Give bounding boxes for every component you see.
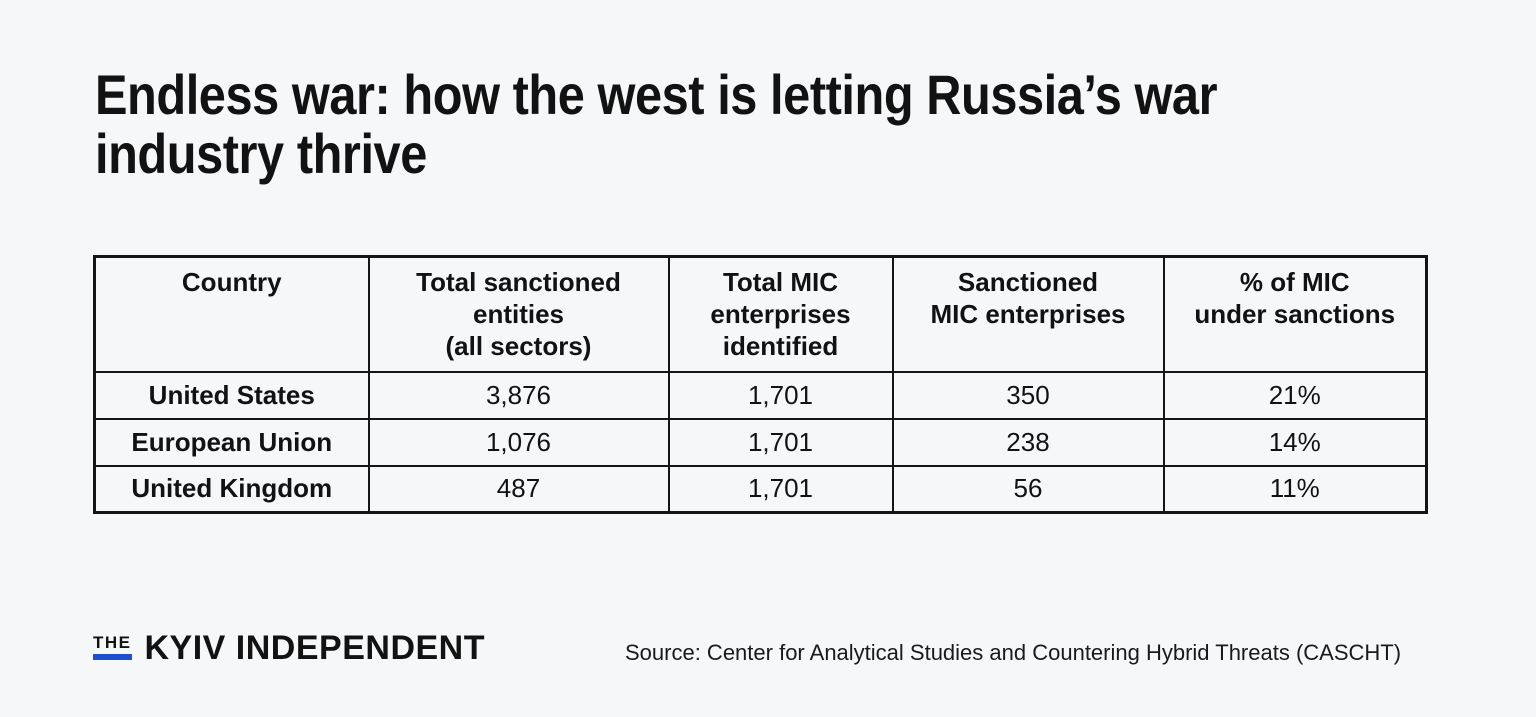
header-total-mic-enterprises: Total MIC enterprises identified — [667, 255, 894, 373]
cell-country: European Union — [93, 417, 370, 467]
header-total-sanctioned-entities: Total sanctioned entities (all sectors) — [367, 255, 670, 373]
header-country: Country — [93, 255, 370, 373]
table-header-row: Country Total sanctioned entities (all s… — [93, 255, 1428, 373]
cell-total-sanctioned: 487 — [367, 464, 670, 514]
cell-country: United Kingdom — [93, 464, 370, 514]
header-sanctioned-mic-enterprises: Sanctioned MIC enterprises — [891, 255, 1165, 373]
logo-wordmark: KYIV INDEPENDENT — [144, 629, 485, 667]
source-attribution: Source: Center for Analytical Studies an… — [625, 640, 1402, 665]
cell-pct-under-sanctions: 14% — [1162, 417, 1428, 467]
table-row-united-kingdom: United Kingdom 487 1,701 56 11% — [93, 464, 1428, 514]
table-row-united-states: United States 3,876 1,701 350 21% — [93, 370, 1428, 420]
cell-pct-under-sanctions: 21% — [1162, 370, 1428, 420]
cell-total-sanctioned: 1,076 — [367, 417, 670, 467]
kyiv-independent-logo: THE KYIV INDEPENDENT — [93, 631, 485, 665]
page-title: Endless war: how the west is letting Rus… — [95, 63, 1218, 185]
cell-total-mic: 1,701 — [667, 464, 894, 514]
cell-total-mic: 1,701 — [667, 417, 894, 467]
logo-the-text: THE — [93, 633, 132, 652]
cell-sanctioned-mic: 56 — [891, 464, 1165, 514]
logo-blue-underline — [93, 654, 132, 660]
cell-pct-under-sanctions: 11% — [1162, 464, 1428, 514]
cell-sanctioned-mic: 350 — [891, 370, 1165, 420]
cell-total-mic: 1,701 — [667, 370, 894, 420]
table-row-european-union: European Union 1,076 1,701 238 14% — [93, 417, 1428, 467]
logo-the-block: THE — [93, 634, 132, 660]
header-pct-mic-under-sanctions: % of MIC under sanctions — [1162, 255, 1428, 373]
cell-country: United States — [93, 370, 370, 420]
cell-sanctioned-mic: 238 — [891, 417, 1165, 467]
sanctions-table: Country Total sanctioned entities (all s… — [93, 255, 1428, 514]
cell-total-sanctioned: 3,876 — [367, 370, 670, 420]
sanctions-table-container: Country Total sanctioned entities (all s… — [93, 255, 1428, 514]
